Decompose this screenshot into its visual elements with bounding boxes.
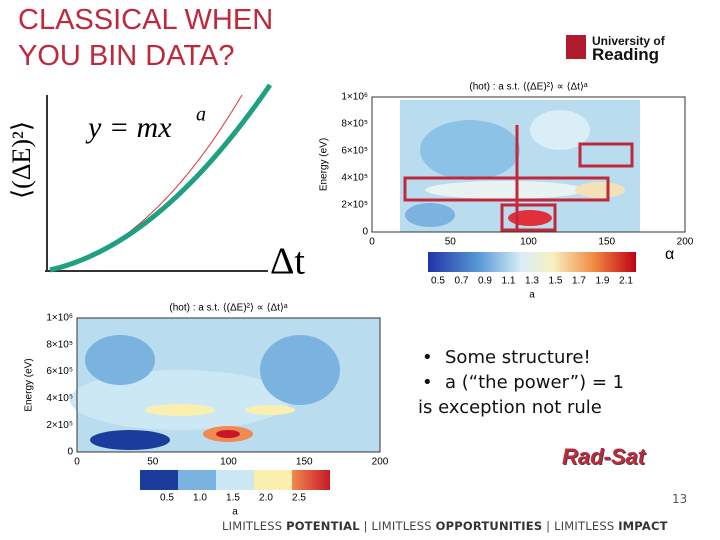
- x-tick-label: 100: [220, 457, 237, 468]
- x-tick-label: 100: [520, 237, 537, 248]
- y-tick-label: 6×10⁵: [46, 366, 73, 377]
- colorbar-tick-label: 1.5: [549, 276, 563, 287]
- badge: Rad-Sat: [562, 444, 646, 469]
- y-axis-label: Energy (eV): [319, 138, 330, 191]
- footer-part: OPPORTUNITIES: [435, 519, 543, 533]
- colorbar-tick-label: 2.0: [259, 493, 273, 504]
- footer: LIMITLESS POTENTIAL | LIMITLESS OPPORTUN…: [222, 519, 668, 533]
- footer-part: | LIMITLESS: [359, 519, 436, 533]
- x-label: Δt: [270, 241, 305, 283]
- colorbar-tick-label: 0.5: [160, 493, 174, 504]
- x-tick-label: 150: [598, 237, 615, 248]
- y-tick-label: 0: [362, 227, 368, 238]
- contour-bottom: [70, 318, 380, 490]
- x-tick-label: 50: [445, 237, 457, 248]
- slide-title: CLASSICAL WHEN YOU BIN DATA?: [18, 2, 273, 74]
- plot-frame: [371, 96, 686, 233]
- y-tick-label: 6×10⁵: [341, 146, 368, 157]
- footer-part: IMPACT: [618, 519, 668, 533]
- logo-text: University of: [592, 34, 665, 48]
- axes: (hot) : a s.t. ⟨(ΔE)²⟩ ∝ ⟨Δt⟩ᵃ Energy (eV…: [24, 82, 694, 518]
- colorbar-tick-label: 1.5: [226, 493, 240, 504]
- logo: University of Reading: [566, 34, 665, 64]
- colorbar-tick-label: 1.9: [596, 276, 610, 287]
- colorbar-tick-label: 2.5: [292, 493, 306, 504]
- y-axis-label: Energy (eV): [24, 358, 35, 411]
- bullet: a (“the power”) = 1: [418, 370, 624, 395]
- page-number: 13: [672, 492, 688, 506]
- annotation: α: [665, 246, 674, 263]
- y-tick-label: 4×10⁵: [341, 173, 368, 184]
- colorbar-tick-label: 2.1: [619, 276, 633, 287]
- logo-text: Reading: [592, 45, 660, 64]
- sketch: y = mx a Δt ⟨(ΔE)²⟩: [7, 83, 305, 283]
- note: is exception not rule: [418, 397, 602, 418]
- x-tick-label: 200: [372, 457, 389, 468]
- y-tick-label: 0: [67, 447, 73, 458]
- plot-title: (hot) : a s.t. ⟨(ΔE)²⟩ ∝ ⟨Δt⟩ᵃ: [169, 303, 287, 314]
- logo-crest: [566, 35, 586, 59]
- x-tick-label: 150: [296, 457, 313, 468]
- heatmap-top: [400, 100, 640, 272]
- footer-part: | LIMITLESS: [542, 519, 619, 533]
- equation: y = mx: [85, 111, 172, 144]
- y-tick-label: 2×10⁵: [46, 420, 73, 431]
- bullet-block: Some structure! a (“the power”) = 1 is e…: [418, 345, 624, 420]
- y-tick-label: 1×10⁶: [46, 313, 73, 324]
- colorbar-tick-label: 0.7: [455, 276, 469, 287]
- colorbar-tick-label: 0.9: [478, 276, 492, 287]
- equation-exponent: a: [196, 104, 206, 126]
- colorbar-label: a: [529, 290, 535, 301]
- bullet-list: Some structure! a (“the power”) = 1: [418, 345, 624, 395]
- colorbar-tick-label: 1.7: [572, 276, 586, 287]
- colorbar-label: a: [232, 507, 238, 518]
- title-line: CLASSICAL WHEN: [18, 4, 274, 36]
- x-tick-label: 0: [369, 237, 375, 248]
- footer-part: LIMITLESS: [222, 519, 287, 533]
- y-tick-label: 2×10⁵: [341, 200, 368, 211]
- plot-title: (hot) : a s.t. ⟨(ΔE)²⟩ ∝ ⟨Δt⟩ᵃ: [469, 82, 587, 93]
- y-tick-label: 1×10⁶: [341, 92, 368, 103]
- colorbar-tick-label: 0.5: [431, 276, 445, 287]
- y-tick-label: 4×10⁵: [46, 393, 73, 404]
- y-tick-label: 8×10⁵: [341, 119, 368, 130]
- colorbar-tick-label: 1.3: [525, 276, 539, 287]
- x-tick-label: 50: [147, 457, 159, 468]
- colorbar-tick-label: 1.1: [502, 276, 516, 287]
- title-line: YOU BIN DATA?: [18, 40, 235, 72]
- x-tick-label: 200: [677, 237, 694, 248]
- y-label: ⟨(ΔE)²⟩: [7, 121, 36, 199]
- bullet: Some structure!: [418, 345, 624, 370]
- colorbar-tick-label: 1.0: [193, 493, 207, 504]
- y-tick-label: 8×10⁵: [46, 339, 73, 350]
- plot-frame: [76, 317, 381, 453]
- footer-part: POTENTIAL: [286, 519, 360, 533]
- x-tick-label: 0: [74, 457, 80, 468]
